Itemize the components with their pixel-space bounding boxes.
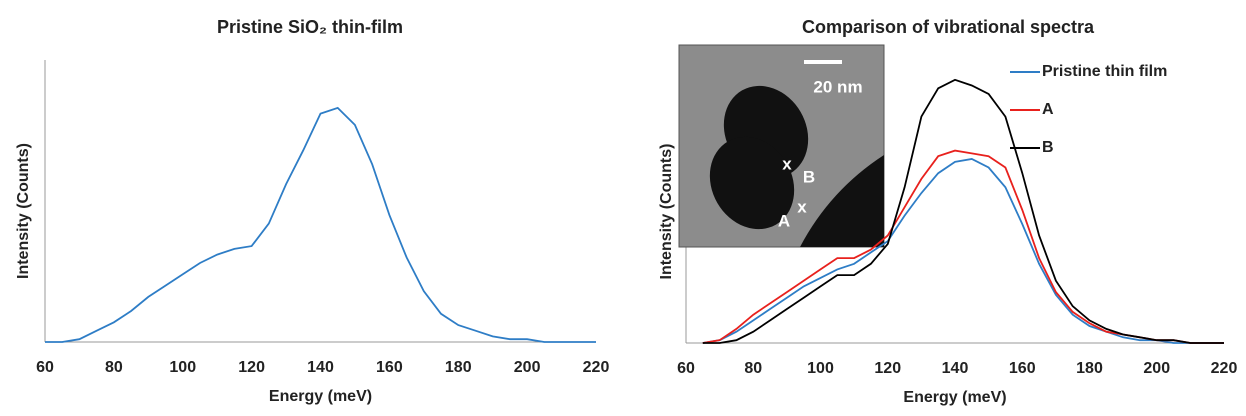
x-tick-label: 220 [583,359,610,376]
x-tick-label: 80 [105,359,123,376]
series-line [45,108,596,342]
x-tick-label: 140 [307,359,334,376]
x-tick-label: 140 [942,360,969,377]
chart-title: Comparison of vibrational spectra [802,17,1095,37]
x-tick-label: 200 [514,359,541,376]
legend-label: A [1042,101,1054,118]
point-label: B [803,167,815,186]
legend-label: B [1042,139,1054,156]
legend-label: Pristine thin film [1042,63,1167,80]
point-marker: x [782,154,792,173]
point-label: A [778,211,790,230]
x-tick-label: 120 [238,359,265,376]
x-tick-label: 160 [376,359,403,376]
x-tick-label: 160 [1009,360,1036,377]
y-axis-label: Intensity (Counts) [658,144,675,280]
x-tick-label: 60 [677,360,695,377]
y-axis-label: Intensity (Counts) [15,143,32,279]
x-axis-label: Energy (meV) [269,388,372,405]
x-tick-label: 80 [744,360,762,377]
x-tick-label: 180 [1076,360,1103,377]
x-axis-label: Energy (meV) [903,389,1006,406]
inset-image: 20 nm x A x B [679,45,884,247]
x-tick-label: 220 [1211,360,1238,377]
x-tick-label: 200 [1143,360,1170,377]
chart-title: Pristine SiO₂ thin-film [217,17,403,37]
x-tick-label: 60 [36,359,54,376]
plot [45,108,596,342]
x-tick-label: 100 [807,360,834,377]
figure: Comparison of vibrational spectra Intensi… [0,0,1246,416]
point-marker: x [797,197,807,216]
x-tick-label: 180 [445,359,472,376]
scale-label: 20 nm [813,77,862,96]
x-tick-label: 100 [169,359,196,376]
x-tick-label: 120 [874,360,901,377]
